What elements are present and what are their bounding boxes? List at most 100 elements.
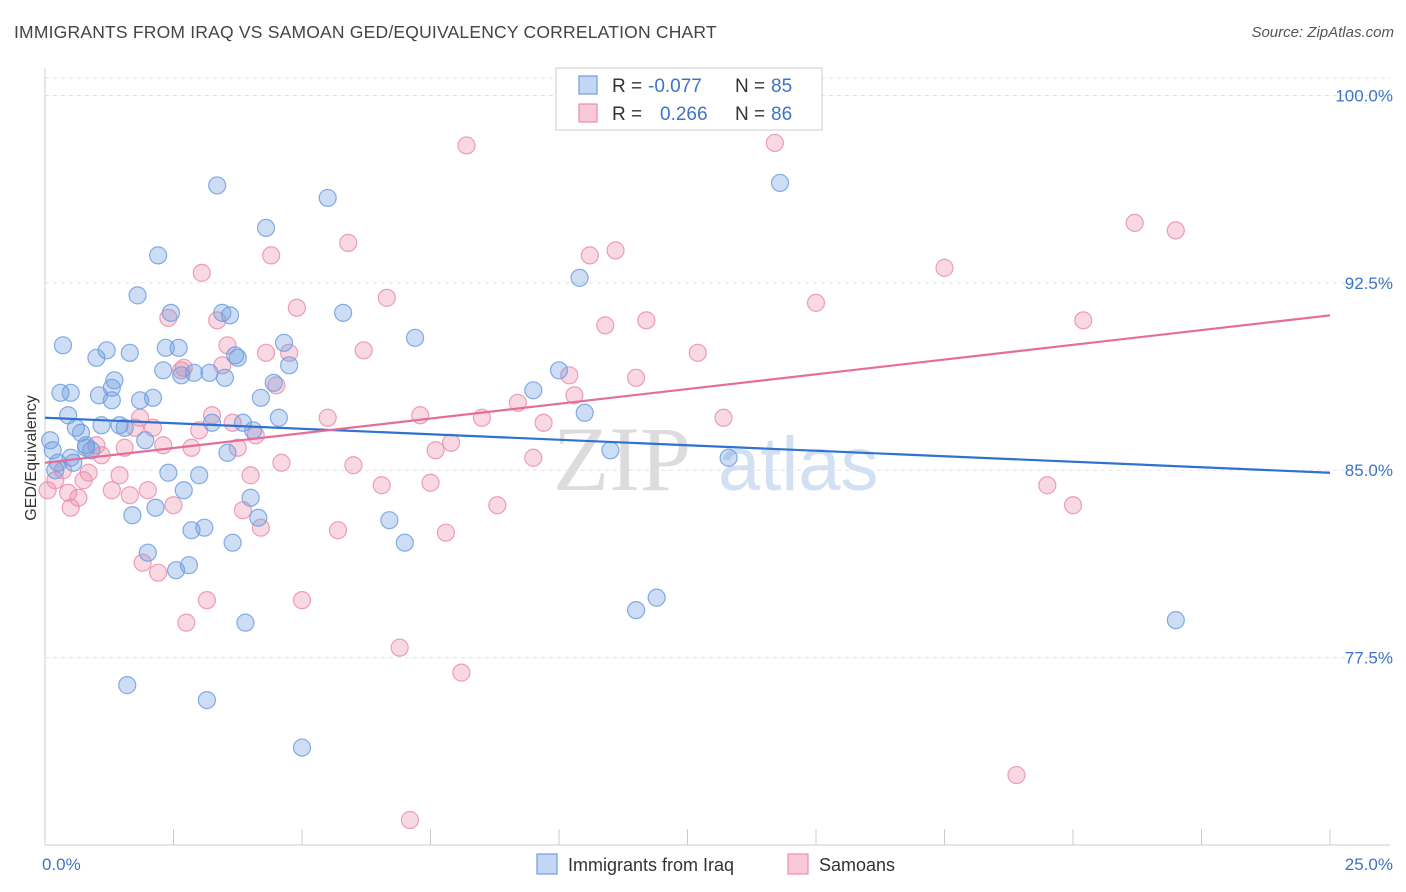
samoan-point xyxy=(69,488,88,507)
samoan-point xyxy=(1063,496,1083,515)
iraq-point xyxy=(215,368,234,387)
iraq-point xyxy=(115,418,134,437)
iraq-point xyxy=(228,348,247,367)
samoan-point xyxy=(339,233,358,252)
iraq-point xyxy=(770,173,790,193)
gridlines xyxy=(45,77,1390,659)
iraq-point xyxy=(179,556,199,575)
samoan-point xyxy=(287,298,306,317)
iraq-point xyxy=(575,403,594,422)
iraq-point xyxy=(549,361,569,380)
samoan-point xyxy=(488,496,507,515)
x-tick-label-start: 0.0% xyxy=(42,855,81,874)
samoan-point xyxy=(61,498,80,517)
watermark-atlas: atlas xyxy=(718,422,879,507)
samoan-points xyxy=(38,133,1185,830)
legend-n-label-iraq: N = xyxy=(735,76,765,97)
bottom-legend-swatch-iraq xyxy=(536,853,558,875)
iraq-point xyxy=(647,588,666,607)
samoan-point xyxy=(256,343,276,362)
series-legend: Immigrants from Iraq Samoans xyxy=(536,853,895,875)
samoan-point xyxy=(400,810,420,830)
iraq-point xyxy=(61,448,80,467)
iraq-point xyxy=(87,348,106,367)
iraq-point xyxy=(148,246,168,265)
iraq-point xyxy=(51,383,70,402)
samoan-point xyxy=(441,433,461,452)
samoan-point xyxy=(192,263,211,282)
iraq-point xyxy=(380,511,399,530)
iraq-point xyxy=(174,481,193,500)
iraq-point xyxy=(123,506,142,525)
samoan-point xyxy=(148,563,168,582)
iraq-point xyxy=(524,381,543,400)
samoan-point xyxy=(1007,765,1026,785)
legend-swatch-samoan xyxy=(578,103,598,123)
iraq-point xyxy=(292,738,312,757)
samoan-trend-line xyxy=(44,314,1331,464)
samoan-point xyxy=(38,481,57,500)
samoan-point xyxy=(133,553,152,572)
samoan-point xyxy=(935,258,954,277)
samoan-point xyxy=(120,486,139,505)
samoan-point xyxy=(292,591,312,610)
iraq-point xyxy=(280,356,299,375)
iraq-points xyxy=(41,173,1185,757)
iraq-point xyxy=(102,391,121,410)
iraq-point xyxy=(334,303,353,322)
samoan-point xyxy=(182,438,201,457)
y-tick-label: 85.0% xyxy=(1345,461,1393,480)
samoan-point xyxy=(262,246,281,265)
samoan-point xyxy=(46,471,65,490)
iraq-point xyxy=(161,303,181,322)
iraq-point xyxy=(601,441,620,460)
samoan-point xyxy=(1074,311,1093,330)
y-tick-label: 77.5% xyxy=(1345,649,1393,668)
iraq-point xyxy=(256,218,276,238)
samoan-point xyxy=(452,663,471,682)
iraq-point xyxy=(53,336,73,355)
samoan-point xyxy=(626,368,646,387)
iraq-point xyxy=(154,361,173,380)
samoan-point xyxy=(596,316,615,335)
samoan-point xyxy=(115,438,134,457)
samoan-point xyxy=(328,521,348,540)
samoan-point xyxy=(59,483,78,502)
samoan-point xyxy=(426,441,445,460)
samoan-point xyxy=(280,343,299,362)
samoan-point xyxy=(79,463,98,482)
legend-n-label-samoan: N = xyxy=(735,104,765,125)
iraq-point xyxy=(570,268,589,287)
iraq-point xyxy=(200,363,219,382)
iraq-point xyxy=(405,328,425,347)
samoan-point xyxy=(110,466,129,485)
samoan-point xyxy=(202,406,222,425)
iraq-point xyxy=(236,613,255,632)
samoan-point xyxy=(177,613,196,632)
samoan-point xyxy=(714,408,733,427)
bottom-legend-label-samoan: Samoans xyxy=(819,855,895,875)
watermark: ZIP atlas xyxy=(553,408,879,510)
iraq-point xyxy=(138,543,157,562)
legend-n-value-iraq: 85 xyxy=(771,76,792,97)
chart-title: IMMIGRANTS FROM IRAQ VS SAMOAN GED/EQUIV… xyxy=(14,22,717,42)
iraq-point xyxy=(136,431,155,450)
samoan-point xyxy=(534,413,553,432)
iraq-point xyxy=(143,388,163,407)
samoan-point xyxy=(272,453,291,472)
samoan-point xyxy=(1125,213,1144,233)
samoan-point xyxy=(102,481,121,500)
bottom-legend-swatch-samoan xyxy=(787,853,809,875)
samoan-point xyxy=(159,308,178,327)
iraq-point xyxy=(244,421,263,440)
samoan-point xyxy=(372,476,391,495)
y-tick-label: 100.0% xyxy=(1335,86,1393,105)
legend-r-label-samoan: R = xyxy=(612,104,642,125)
samoan-point xyxy=(688,343,707,362)
samoan-point xyxy=(125,418,145,437)
y-axis-label: GED/Equivalency xyxy=(23,395,40,520)
iraq-point xyxy=(241,488,260,507)
iraq-point xyxy=(190,466,209,485)
iraq-point xyxy=(105,371,124,390)
